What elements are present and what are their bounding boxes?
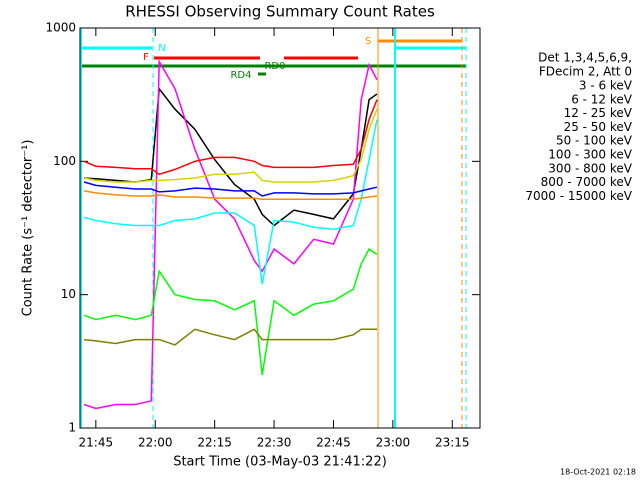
legend-entry: 6 - 12 keV — [571, 92, 633, 106]
legend-entry: 50 - 100 keV — [556, 134, 633, 148]
series-line — [83, 58, 378, 410]
x-tick-label: 21:45 — [79, 436, 114, 450]
x-tick-label: 23:00 — [376, 436, 411, 450]
legend-entry: 800 - 7000 keV — [541, 175, 633, 189]
x-tick-label: 22:00 — [138, 436, 173, 450]
footer: 18-Oct-2021 02:18 — [560, 468, 636, 477]
legend-entry: 300 - 800 keV — [548, 161, 632, 175]
series-line — [83, 99, 378, 176]
annotation: RD0 — [264, 61, 285, 72]
x-tick-label: 22:30 — [257, 436, 292, 450]
annotation: F — [143, 52, 149, 63]
legend-entry: 100 - 300 keV — [548, 148, 632, 162]
legend-title: Det 1,3,4,5,6,9, — [538, 51, 632, 65]
x-axis-label: Start Time (03-May-03 21:41:22) — [173, 455, 387, 470]
legend-entry: 7000 - 15000 keV — [525, 189, 632, 203]
annotation: RD4 — [230, 70, 251, 81]
y-tick-label: 1 — [68, 421, 76, 435]
plot-frame — [79, 27, 481, 429]
series-line — [83, 108, 378, 183]
y-axis-label: Count Rate (s⁻¹ detector⁻¹) — [21, 140, 36, 317]
legend-entry: 25 - 50 keV — [564, 120, 633, 134]
series-line — [83, 181, 378, 197]
legend-entry: 3 - 6 keV — [579, 79, 633, 93]
y-tick-label: 10 — [61, 287, 76, 301]
y-tick-label: 100 — [53, 154, 76, 168]
x-tick-label: 23:15 — [435, 436, 470, 450]
y-tick-label: 1000 — [45, 21, 76, 35]
x-tick-label: 22:45 — [316, 436, 351, 450]
annotation: N — [158, 43, 165, 54]
series-line — [83, 247, 378, 376]
chart-title: RHESSI Observing Summary Count Rates — [125, 3, 435, 21]
series-line — [83, 328, 377, 346]
legend-title: FDecim 2, Att 0 — [539, 65, 632, 79]
legend-entry: 12 - 25 keV — [564, 106, 633, 120]
series-line — [83, 190, 378, 200]
annotation: S — [365, 36, 371, 47]
status-bars — [80, 28, 467, 428]
x-tick-label: 22:15 — [197, 436, 232, 450]
series-line — [83, 119, 378, 285]
